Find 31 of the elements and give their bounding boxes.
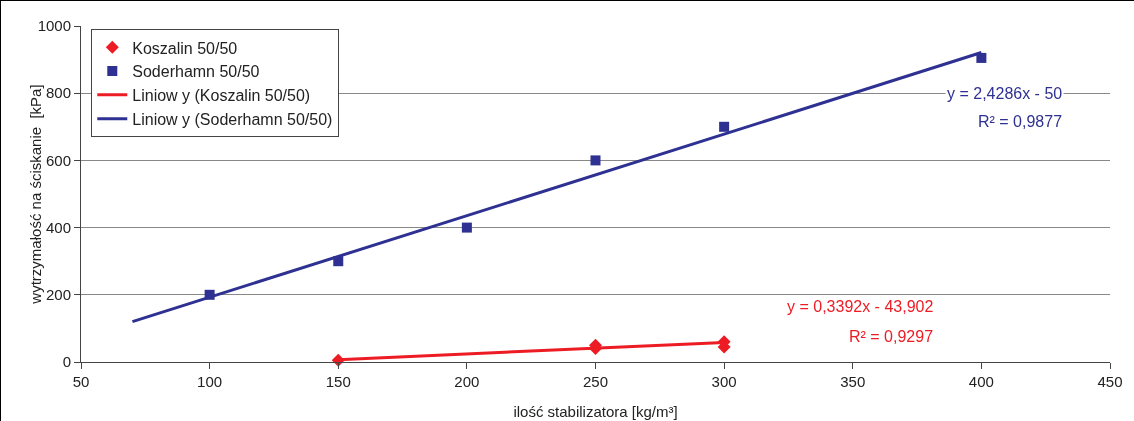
annotation: R² = 0,9297	[849, 328, 934, 345]
legend-label: Soderhamn 50/50	[132, 63, 260, 81]
annotation: R² = 0,9877	[978, 113, 1063, 130]
x-tick-label: 150	[325, 373, 351, 390]
legend-label: Liniow y (Soderhamn 50/50)	[132, 110, 333, 128]
x-axis-title: ilość stabilizatora [kg/m³]	[513, 403, 678, 420]
annotation: y = 0,3392x - 43,902	[787, 298, 934, 315]
x-tick-label: 450	[1097, 373, 1123, 390]
y-tick-label: 1000	[37, 17, 71, 35]
point	[461, 222, 472, 233]
x-tick-label: 350	[840, 373, 866, 390]
legend-label: Liniow y (Koszalin 50/50)	[132, 87, 311, 105]
x-tick-label: 200	[454, 373, 480, 390]
y-tick-label: 0	[62, 353, 71, 371]
x-tick-label: 250	[582, 373, 609, 390]
point	[976, 52, 987, 63]
legend-label: Koszalin 50/50	[132, 39, 238, 57]
x-tick-label: 400	[968, 373, 994, 390]
x-tick-label: 100	[197, 373, 223, 390]
y-tick-label: 200	[45, 286, 71, 304]
point	[204, 289, 215, 300]
y-tick-label: 600	[45, 151, 71, 169]
annotation: y = 2,4286x - 50	[947, 85, 1063, 102]
point	[719, 121, 730, 132]
y-axis-title: wytrzymałość na ściskanie [kPa]	[26, 84, 44, 305]
x-tick-label: 50	[72, 373, 90, 390]
point	[333, 256, 344, 267]
x-tick-label: 300	[711, 373, 737, 390]
point	[590, 155, 601, 166]
y-tick-label: 400	[45, 218, 71, 236]
y-tick-label: 800	[45, 84, 71, 102]
